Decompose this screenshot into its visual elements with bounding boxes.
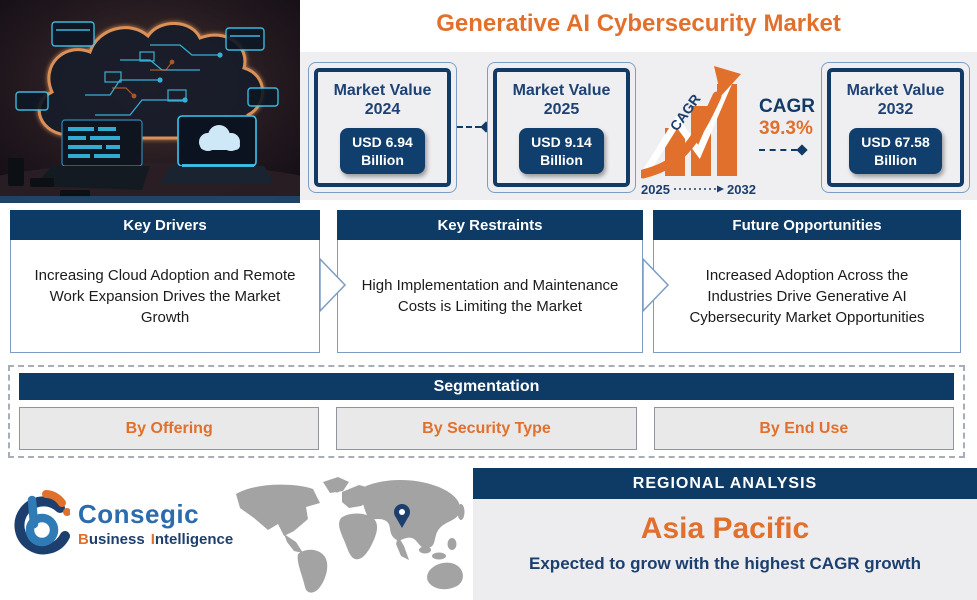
future-opportunities-text: Increased Adoption Across the Industries… <box>653 240 961 353</box>
market-value-pill: USD 6.94 Billion <box>340 127 425 174</box>
small-devices <box>8 158 90 197</box>
company-logo: Consegic Business Intelligence <box>12 486 233 560</box>
dashed-arrow-connector <box>759 148 797 151</box>
circuit-lines <box>85 44 223 116</box>
tagline-word: usiness <box>88 530 145 548</box>
market-value-label: Market Value <box>512 82 611 100</box>
tagline-word: ntelligence <box>154 530 234 548</box>
segmentation-row: By Offering By Security Type By End Use <box>19 407 954 450</box>
circuit-accents <box>112 59 175 99</box>
segmentation-section: Segmentation By Offering By Security Typ… <box>8 365 965 458</box>
page-title: Generative AI Cybersecurity Market <box>436 10 841 37</box>
key-drivers-panel: Key Drivers Increasing Cloud Adoption an… <box>10 210 320 353</box>
bottom-glow-strip <box>0 196 300 203</box>
future-opportunities-panel: Future Opportunities Increased Adoption … <box>653 210 961 353</box>
chevron-right-icon <box>319 258 347 312</box>
market-value-2024-box: Market Value 2024 USD 6.94 Billion <box>308 62 457 193</box>
logo-company-name: Consegic <box>78 498 200 529</box>
small-arrowhead-icon <box>717 185 724 193</box>
key-drivers-header: Key Drivers <box>10 210 320 240</box>
region-subtitle: Expected to grow with the highest CAGR g… <box>529 554 921 573</box>
key-restraints-text: High Implementation and Maintenance Cost… <box>337 240 643 353</box>
floating-windows <box>15 21 279 111</box>
cagr-growth-chart: CAGR 2025 2032 <box>638 66 761 198</box>
market-value-year: 2025 <box>543 101 580 119</box>
market-value-2025-box: Market Value 2025 USD 9.14 Billion <box>487 62 636 193</box>
regional-analysis-body: Asia Pacific Expected to grow with the h… <box>473 499 977 600</box>
cloud-ai-illustration <box>0 0 360 247</box>
start-year-label: 2025 <box>641 182 670 197</box>
value-amount: USD 6.94 <box>352 133 413 150</box>
market-value-label: Market Value <box>333 82 432 100</box>
market-value-year: 2024 <box>364 101 401 119</box>
value-unit: Billion <box>874 151 917 168</box>
segment-by-security-type: By Security Type <box>336 407 637 450</box>
value-unit: Billion <box>361 151 404 168</box>
future-opportunities-header: Future Opportunities <box>653 210 961 240</box>
value-amount: USD 67.58 <box>861 133 930 150</box>
dashed-arrow-connector <box>457 126 481 128</box>
key-restraints-header: Key Restraints <box>337 210 643 240</box>
hero-image <box>0 0 360 247</box>
segment-by-end-use: By End Use <box>653 407 954 450</box>
location-pin-icon <box>394 504 410 528</box>
region-name: Asia Pacific <box>640 512 810 545</box>
cagr-label: CAGR <box>759 96 815 117</box>
growth-arrow-curve <box>638 91 722 179</box>
segment-by-offering: By Offering <box>19 407 320 450</box>
regional-analysis-header: REGIONAL ANALYSIS <box>473 468 977 499</box>
laptop-code-screen <box>34 119 150 190</box>
market-value-year: 2032 <box>877 101 914 119</box>
tagline-initial: B <box>78 530 89 548</box>
arrowhead-icon <box>714 66 741 96</box>
value-unit: Billion <box>540 151 583 168</box>
logo-tagline: Business Intelligence <box>78 531 233 548</box>
segmentation-header: Segmentation <box>19 373 954 400</box>
market-value-label: Market Value <box>846 82 945 100</box>
market-value-pill: USD 9.14 Billion <box>519 127 604 174</box>
market-value-2032-box: Market Value 2032 USD 67.58 Billion <box>821 62 970 193</box>
consegic-logo-mark-icon <box>14 490 70 555</box>
continents <box>236 477 465 593</box>
value-amount: USD 9.14 <box>531 133 592 150</box>
chevron-right-icon <box>642 258 670 312</box>
glowing-cloud-shape <box>37 22 264 141</box>
end-year-label: 2032 <box>727 182 756 197</box>
regional-analysis-section: REGIONAL ANALYSIS Asia Pacific Expected … <box>473 468 977 600</box>
logo-text: Consegic Business Intelligence <box>78 499 233 548</box>
zigzag-trend-line <box>644 80 733 172</box>
key-restraints-panel: Key Restraints High Implementation and M… <box>337 210 643 353</box>
cagr-value: 39.3% <box>759 117 813 139</box>
market-value-band: Market Value 2024 USD 6.94 Billion Marke… <box>300 52 977 200</box>
key-drivers-text: Increasing Cloud Adoption and Remote Wor… <box>10 240 320 353</box>
laptop-cloud-screen <box>160 115 274 184</box>
world-map <box>228 474 473 596</box>
cagr-text-block: CAGR 39.3% <box>759 96 821 151</box>
tagline-initial: I <box>150 530 155 548</box>
market-value-pill: USD 67.58 Billion <box>849 127 942 174</box>
